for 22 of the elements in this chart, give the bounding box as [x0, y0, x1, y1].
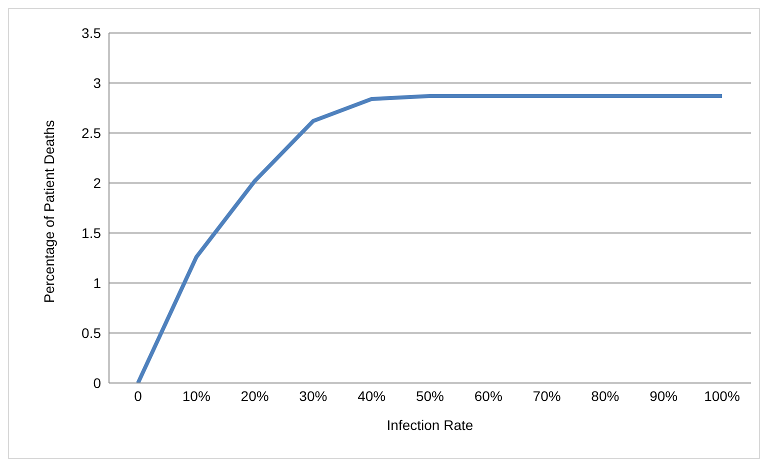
x-tick-label: 50%	[416, 388, 444, 404]
x-tick-label: 20%	[240, 388, 269, 404]
x-tick-label: 70%	[532, 388, 561, 404]
x-tick-label: 80%	[591, 388, 620, 404]
x-tick-label: 60%	[474, 388, 502, 404]
x-tick-label: 0	[134, 388, 142, 404]
x-axis-title: Infection Rate	[386, 417, 474, 433]
y-tick-label: 2.5	[82, 124, 102, 141]
y-tick-label: 3.5	[82, 24, 102, 41]
line-series	[136, 94, 724, 383]
y-tick-label: 3	[93, 74, 102, 91]
x-tick-label: 90%	[650, 388, 678, 404]
x-tick-label: 10%	[182, 388, 210, 404]
y-tick-label: 0	[93, 374, 102, 391]
y-tick-label: 1.5	[82, 224, 102, 241]
y-tick-label: 2	[93, 174, 102, 191]
x-tick-label: 40%	[358, 388, 386, 404]
y-axis-title: Percentage of Patient Deaths	[40, 120, 57, 303]
y-tick-label: 0.5	[82, 324, 102, 341]
x-tick-label: 100%	[704, 388, 740, 404]
x-tick-label: 30%	[299, 388, 328, 404]
y-tick-label: 1	[93, 274, 102, 291]
